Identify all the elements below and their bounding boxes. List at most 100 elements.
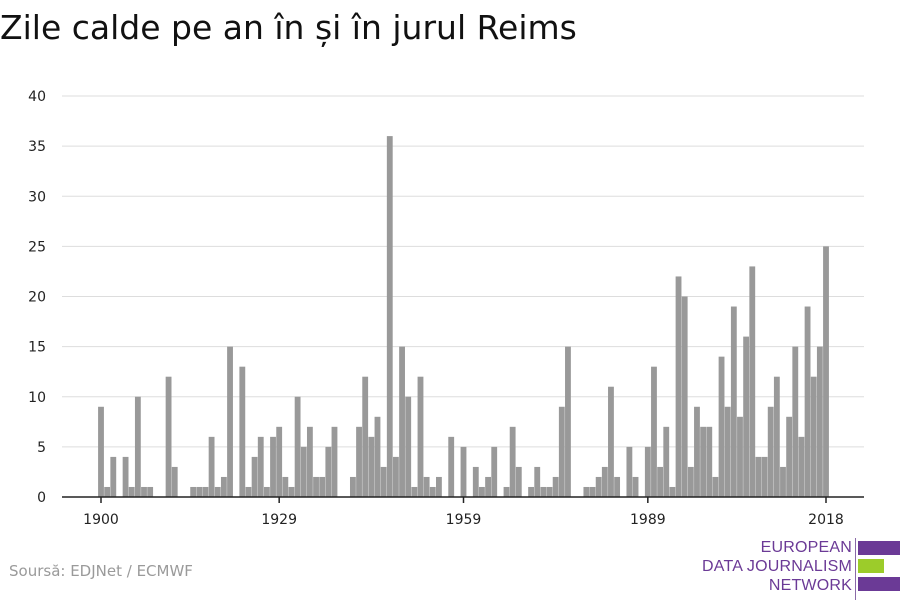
bar: [165, 376, 172, 497]
bar: [491, 446, 498, 497]
bar: [749, 266, 756, 497]
bar: [583, 486, 590, 497]
bar: [558, 406, 565, 497]
bar: [405, 396, 412, 497]
bar: [214, 486, 221, 497]
x-tick-label: 1929: [261, 512, 297, 528]
logo-bar-bottom: [858, 577, 900, 591]
bar: [392, 456, 399, 497]
bar: [589, 486, 596, 497]
bar: [773, 376, 780, 497]
bar: [552, 476, 559, 497]
logo-line-1: EUROPEAN: [760, 539, 852, 556]
bar: [823, 246, 829, 497]
logo-divider: [855, 538, 856, 600]
bar: [282, 476, 289, 497]
bar: [374, 416, 381, 497]
bar: [362, 376, 369, 497]
bar: [417, 376, 424, 497]
bar: [319, 476, 326, 497]
bar: [196, 486, 203, 497]
bar: [325, 446, 332, 497]
bar: [479, 486, 485, 497]
bar: [669, 486, 676, 497]
bar: [761, 456, 768, 497]
bar: [792, 346, 799, 497]
y-tick-label: 35: [28, 139, 46, 155]
bar: [687, 466, 694, 497]
bar: [472, 466, 479, 497]
bar: [429, 486, 436, 497]
logo-line-2: DATA JOURNALISM: [702, 558, 852, 575]
bar: [786, 416, 793, 497]
bar: [251, 456, 258, 497]
bar: [724, 406, 731, 497]
bar: [147, 486, 154, 497]
bar: [608, 386, 614, 497]
x-tick-label: 1900: [83, 512, 119, 528]
bar: [528, 486, 535, 497]
bar: [300, 446, 307, 497]
bar: [110, 456, 117, 497]
bar: [399, 346, 405, 497]
bar: [386, 136, 393, 497]
bar: [730, 306, 737, 497]
bar: [534, 466, 541, 497]
y-tick-label: 15: [28, 340, 46, 356]
bar: [104, 486, 111, 497]
bar: [411, 486, 418, 497]
bar: [171, 466, 178, 497]
bar: [270, 436, 276, 497]
bar: [657, 466, 664, 497]
bar: [485, 476, 491, 497]
bar: [263, 486, 270, 497]
bar: [816, 346, 823, 497]
bar: [245, 486, 252, 497]
bar: [122, 456, 129, 497]
y-tick-label: 25: [28, 239, 46, 255]
bar: [220, 476, 227, 497]
y-tick-label: 40: [28, 89, 46, 105]
y-tick-label: 30: [28, 189, 46, 205]
bar: [565, 346, 571, 497]
bar: [718, 356, 725, 497]
bar: [632, 476, 639, 497]
bar: [540, 486, 547, 497]
bar: [460, 446, 467, 497]
logo-bar-top: [858, 541, 900, 555]
edjnet-logo: EUROPEAN DATA JOURNALISM NETWORK: [702, 538, 900, 600]
bar: [712, 476, 719, 497]
bar: [276, 426, 283, 497]
axes: 0 5 10 15 20 25 30 35 40 1900 1929 1959 1989 2018: [28, 89, 864, 528]
bar: [614, 476, 621, 497]
x-tick-label: 2018: [808, 512, 844, 528]
bar: [681, 296, 688, 497]
bar: [601, 466, 608, 497]
bar: [743, 336, 750, 497]
x-tick-label: 1959: [446, 512, 482, 528]
bar: [257, 436, 264, 497]
bar: [651, 366, 657, 497]
x-tick-label: 1989: [630, 512, 666, 528]
bars: [98, 136, 829, 497]
source-note: Soursă: EDJNet / ECMWF: [9, 562, 193, 580]
chart-title: Zile calde pe an în și în jurul Reims: [0, 8, 577, 47]
bar: [737, 416, 743, 497]
gridlines: [62, 95, 864, 448]
bar: [380, 466, 387, 497]
bar: [202, 486, 209, 497]
y-tick-label: 5: [37, 440, 46, 456]
bar: [694, 406, 700, 497]
bar: [349, 476, 356, 497]
bar: [546, 486, 553, 497]
y-tick-label: 0: [37, 490, 46, 506]
bar: [509, 426, 516, 497]
bar: [128, 486, 135, 497]
bar: [134, 396, 141, 497]
bar: [331, 426, 338, 497]
bar: [294, 396, 301, 497]
y-tick-label: 20: [28, 290, 46, 306]
bar: [644, 446, 651, 497]
bar: [313, 476, 319, 497]
